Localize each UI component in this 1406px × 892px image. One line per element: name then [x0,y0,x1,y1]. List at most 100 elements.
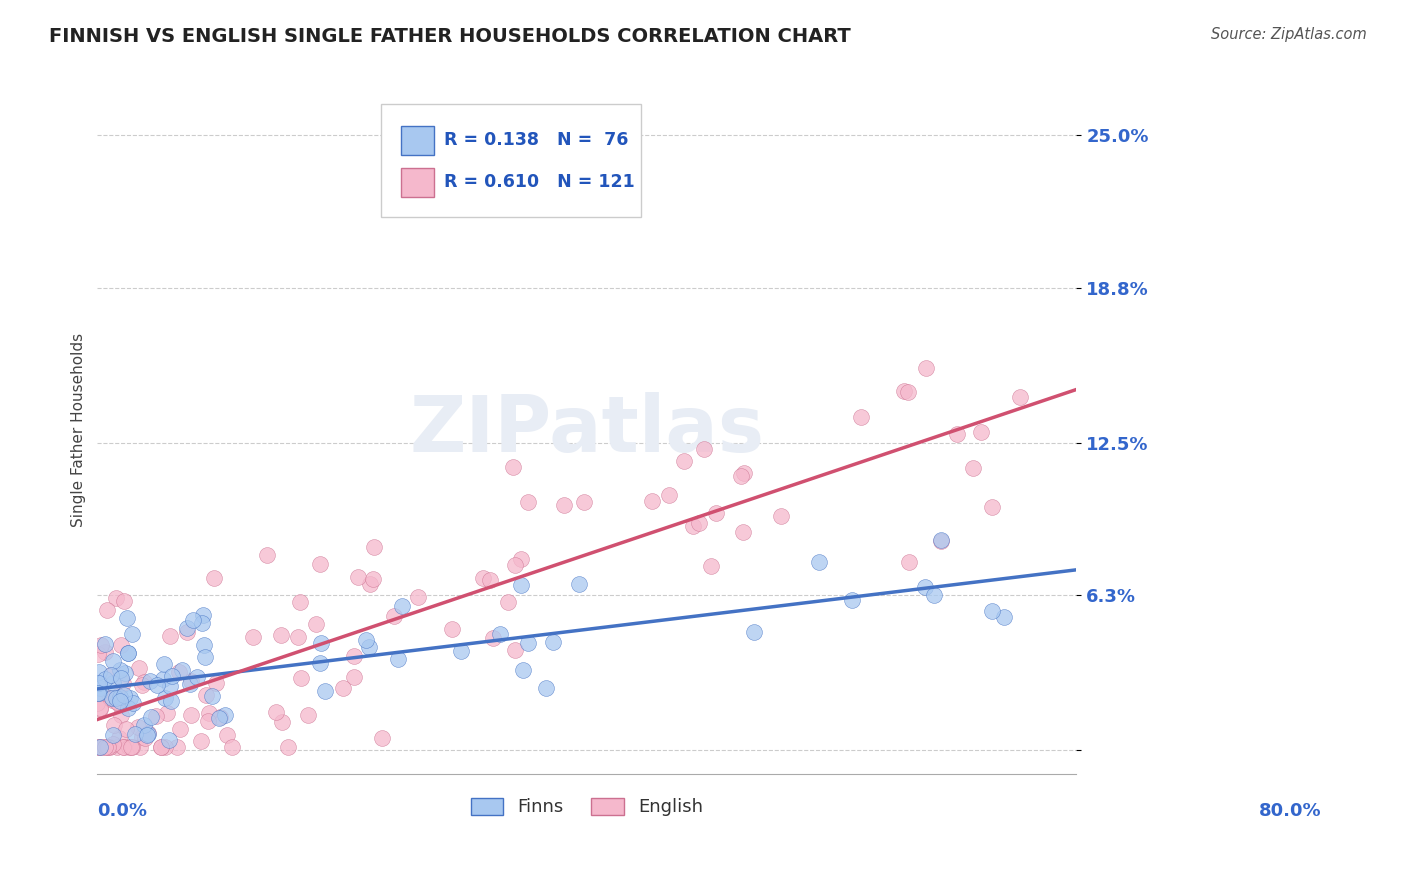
Point [121,627,143,641]
Point [136,728,159,742]
Point [201,689,224,703]
Point [370,731,392,745]
Point [179,677,201,691]
Text: FINNISH VS ENGLISH SINGLE FATHER HOUSEHOLDS CORRELATION CHART: FINNISH VS ENGLISH SINGLE FATHER HOUSEHO… [49,27,851,45]
Point [87,740,110,755]
Point [214,708,236,723]
Point [931,533,953,547]
Point [553,498,575,512]
Point [90,638,112,652]
Point [112,593,135,607]
Point [807,556,830,570]
Point [503,643,526,657]
Point [406,590,429,604]
Point [127,720,149,734]
Point [541,635,564,649]
Point [176,625,198,640]
Point [89,740,111,755]
Point [153,657,176,671]
Point [117,646,139,660]
Point [361,573,384,587]
Point [100,668,122,682]
Point [139,674,162,689]
Point [387,651,409,665]
Point [993,609,1015,624]
Point [87,647,110,661]
Point [1010,390,1032,404]
Point [87,686,110,700]
Point [191,615,214,630]
Point [94,672,117,686]
Point [101,655,124,669]
Point [112,676,135,690]
Legend: Finns, English: Finns, English [464,790,710,823]
Point [87,740,110,755]
Point [108,731,131,745]
Point [89,681,111,695]
Point [89,700,111,714]
Point [87,686,110,700]
Text: 0.0%: 0.0% [97,802,148,820]
Point [118,690,141,705]
Point [114,665,136,680]
Point [897,385,920,400]
Point [115,723,138,737]
FancyBboxPatch shape [401,168,434,196]
Point [512,663,534,677]
Point [359,577,381,591]
Point [155,691,177,706]
Point [673,453,696,467]
Point [256,548,278,562]
Point [730,469,752,483]
Point [309,636,332,650]
Point [357,640,380,654]
Point [332,681,354,696]
Point [347,570,370,584]
Point [536,681,558,695]
Point [110,671,132,685]
Point [131,730,153,744]
Point [115,611,138,625]
Point [290,671,312,685]
Point [101,728,124,742]
Point [270,715,292,730]
Point [970,425,993,439]
Point [100,693,122,707]
Point [145,709,167,723]
Point [105,591,128,605]
Point [343,649,366,664]
Point [264,705,287,719]
Point [733,466,755,480]
Point [197,714,219,728]
Point [769,508,792,523]
Text: ZIPatlas: ZIPatlas [409,392,765,468]
Point [488,627,510,641]
Point [108,698,131,712]
Point [510,578,533,592]
Point [108,690,131,705]
Point [897,555,920,569]
Point [384,609,406,624]
Point [572,495,595,509]
Point [159,679,181,693]
Point [929,534,952,549]
Point [193,638,215,652]
Point [117,646,139,660]
Point [354,632,377,647]
Point [288,595,311,609]
Point [110,664,132,678]
Point [107,690,129,704]
Point [342,670,364,684]
Point [180,674,202,689]
Point [152,672,174,686]
Point [94,645,117,659]
Point [914,580,936,594]
Point [120,740,142,755]
Point [101,690,124,705]
Point [110,707,132,722]
Point [742,625,765,640]
Point [157,733,180,747]
Point [191,608,214,623]
Point [86,696,108,710]
Point [980,500,1002,514]
